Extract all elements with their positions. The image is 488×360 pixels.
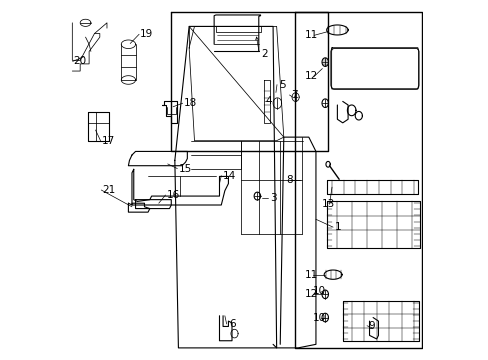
Text: 3: 3 xyxy=(270,193,277,203)
Text: 15: 15 xyxy=(178,163,191,174)
Text: 1: 1 xyxy=(334,222,341,232)
Text: 10: 10 xyxy=(312,287,325,296)
Text: 16: 16 xyxy=(166,190,180,200)
Text: 2: 2 xyxy=(261,49,267,59)
Text: 12: 12 xyxy=(304,289,317,299)
Text: 8: 8 xyxy=(286,175,293,185)
Text: 6: 6 xyxy=(228,319,235,329)
Text: 9: 9 xyxy=(367,321,374,331)
Text: 4: 4 xyxy=(265,96,272,106)
Text: 11: 11 xyxy=(304,30,317,40)
Text: 17: 17 xyxy=(102,136,115,146)
Text: 13: 13 xyxy=(322,199,335,209)
Text: 18: 18 xyxy=(183,98,197,108)
Text: 20: 20 xyxy=(74,57,87,66)
Text: 5: 5 xyxy=(278,80,285,90)
Text: 10: 10 xyxy=(312,312,325,323)
Text: 7: 7 xyxy=(290,90,297,100)
Text: 21: 21 xyxy=(102,185,115,195)
Text: 14: 14 xyxy=(222,171,235,181)
Text: 19: 19 xyxy=(140,29,153,39)
Text: 12: 12 xyxy=(304,71,317,81)
Text: 11: 11 xyxy=(304,270,317,280)
